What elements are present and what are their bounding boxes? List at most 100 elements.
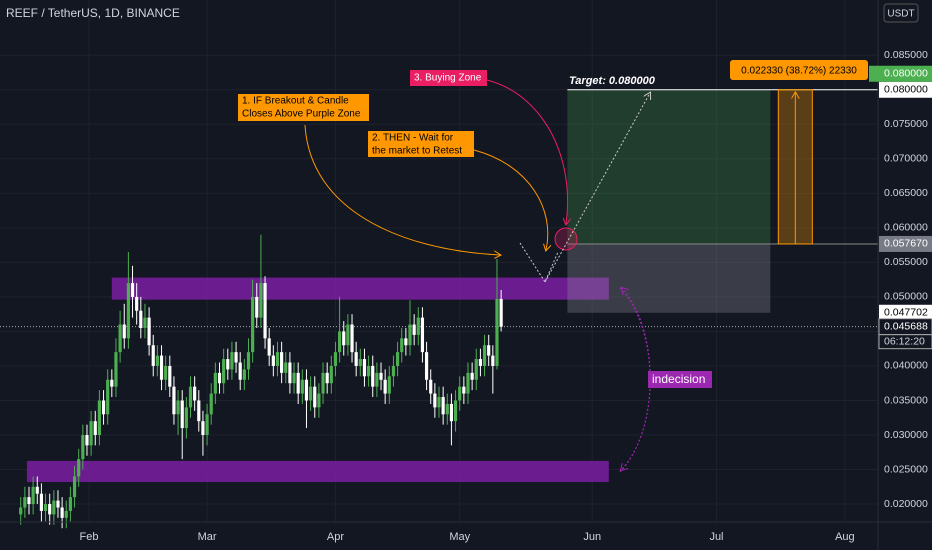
candle-body (251, 296, 255, 353)
stop-zone (567, 243, 771, 313)
chart-title: REEF / TetherUS, 1D, BINANCE (6, 6, 180, 20)
candle-body (106, 379, 110, 415)
buy-circle (554, 227, 578, 251)
candle-body (321, 372, 325, 394)
candle-body (309, 386, 313, 401)
candle-body (366, 365, 371, 377)
candle-body (193, 386, 197, 401)
candle-body (267, 338, 271, 356)
candle-body (437, 397, 441, 408)
note: 1. IF Breakout & Candle (242, 96, 349, 107)
candle-body (110, 379, 114, 387)
candle-body (482, 345, 487, 366)
candle-body (433, 393, 437, 408)
candle-body (449, 403, 454, 422)
candle-body (242, 369, 246, 380)
candle-body (300, 379, 304, 394)
y-tick-label: 0.020000 (884, 498, 928, 510)
candle-body (280, 352, 284, 373)
y-tick-label: 0.085000 (884, 49, 928, 61)
under-layer (0, 0, 878, 522)
candle-body (445, 403, 449, 415)
note: the market to Retest (372, 146, 462, 157)
y-tick-label: 0.070000 (884, 153, 928, 165)
x-tick-label: Jun (583, 531, 601, 543)
candle-body (478, 359, 483, 366)
y-tick-label: 0.075000 (884, 118, 928, 130)
candle-body (358, 359, 362, 366)
y-tick-label: 0.055000 (884, 256, 928, 268)
candle-body (143, 317, 147, 328)
candle-body (271, 355, 275, 366)
candle-body (213, 372, 217, 394)
candle-body (391, 365, 396, 377)
price-label: 0.045688 (884, 320, 928, 332)
candle-body (48, 504, 52, 515)
candle-body (19, 507, 23, 515)
candle-body (60, 507, 64, 518)
target-label-box (869, 65, 932, 82)
y-tick-label: 0.035000 (884, 394, 928, 406)
candle-body (172, 386, 176, 415)
candle-body (284, 362, 288, 373)
candle-body (39, 493, 44, 511)
candle-body (453, 400, 458, 422)
candle-body (304, 379, 309, 401)
candle-body (424, 352, 429, 380)
candle-body (97, 400, 101, 435)
candle-body (246, 352, 251, 370)
candle-body (159, 355, 164, 380)
candle-body (118, 324, 122, 353)
candle-body (222, 359, 226, 384)
candle-body (155, 355, 159, 366)
candle-body (495, 298, 499, 366)
y-tick-label: 0.060000 (884, 222, 928, 234)
candle-body (68, 497, 73, 511)
note-box (648, 371, 712, 388)
candle-body (201, 421, 205, 435)
candles (19, 234, 503, 529)
candle-body (188, 386, 193, 408)
candle-body (416, 317, 420, 335)
profit-zone (567, 89, 771, 244)
candle-body (371, 365, 375, 387)
price-label-box (879, 304, 932, 321)
candle-body (487, 345, 491, 356)
currency: USDT (887, 9, 914, 20)
candle-body (164, 365, 168, 380)
candle-body (375, 372, 379, 387)
candle-body (130, 283, 135, 297)
projection (519, 242, 559, 284)
candle-body (205, 414, 209, 435)
projection (544, 93, 650, 283)
candle-body (122, 324, 126, 339)
candle-body (387, 376, 391, 394)
candle-body (338, 331, 342, 353)
y-tick-label: 0.050000 (884, 291, 928, 303)
candle-body (135, 296, 139, 311)
x-tick-label: Jul (709, 531, 723, 543)
candle-body (420, 317, 425, 353)
candle-body (184, 407, 188, 429)
candle-body (263, 283, 267, 339)
candle-body (275, 352, 280, 366)
note-box (238, 94, 369, 121)
candle-body (342, 331, 346, 346)
position-tooltip (730, 60, 868, 80)
candle-body (313, 386, 317, 408)
candle-body (176, 400, 180, 415)
note: Closes Above Purple Zone (242, 109, 361, 120)
price-label-box (879, 235, 932, 252)
note: 2. THEN - Wait for (372, 133, 454, 144)
currency-box (883, 3, 919, 23)
note-box (368, 131, 474, 157)
candle-body (383, 379, 387, 394)
candle-body (491, 355, 495, 366)
x-tick-label: Feb (80, 531, 99, 543)
candle-body (52, 500, 56, 515)
price-label: 0.057670 (884, 238, 928, 250)
candle-body (209, 393, 213, 415)
